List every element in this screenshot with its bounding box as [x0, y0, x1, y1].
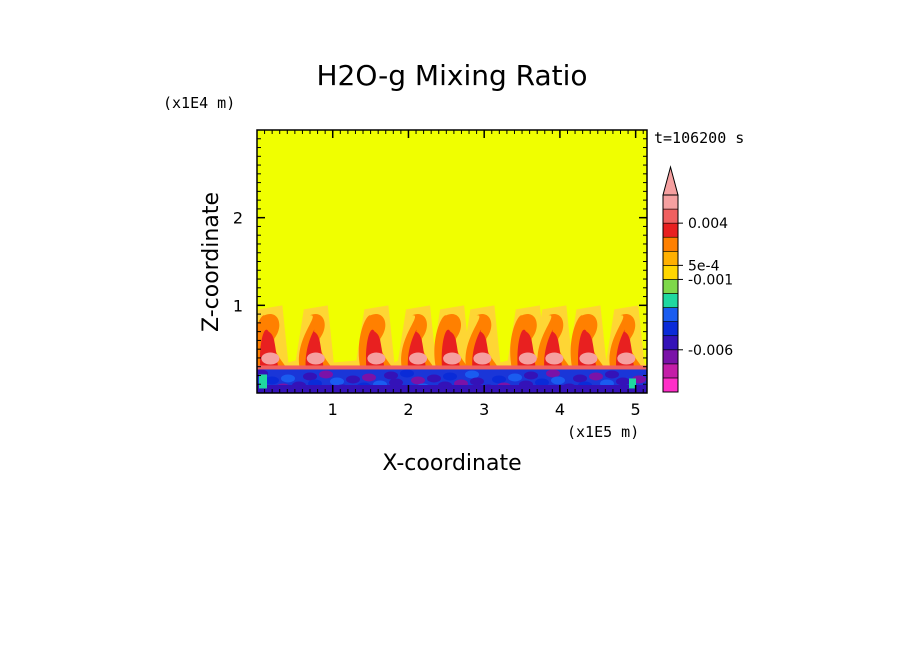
- y-unit-label: (x1E4 m): [163, 94, 235, 112]
- x-unit-label: (x1E5 m): [567, 423, 639, 441]
- boundary-top-line: [257, 365, 647, 370]
- y-tick-label: 1: [233, 296, 243, 315]
- boundary-cell: [303, 372, 317, 381]
- plume-base: [518, 352, 537, 365]
- plume-base: [545, 352, 564, 365]
- plume: [257, 314, 287, 369]
- plume-base: [367, 352, 386, 365]
- boundary-cell: [400, 369, 414, 378]
- plume-base: [617, 352, 636, 365]
- plume: [609, 314, 643, 369]
- x-tick-label: 5: [631, 400, 641, 419]
- colorbar-extend-max: [662, 165, 679, 196]
- plume: [401, 314, 435, 369]
- colorbar-swatch: [662, 335, 679, 351]
- boundary-cell: [330, 377, 344, 386]
- boundary-cell: [265, 376, 279, 385]
- boundary-cell: [589, 372, 603, 381]
- boundary-cell: [470, 377, 484, 386]
- surface-patch: [629, 378, 636, 389]
- boundary-cell: [465, 370, 479, 379]
- plume: [510, 314, 544, 369]
- boundary-cell: [551, 376, 565, 385]
- surface-patch: [259, 374, 267, 389]
- colorbar-swatch: [662, 236, 679, 252]
- plume: [358, 314, 393, 369]
- colorbar-tick-label: 0.004: [688, 216, 728, 232]
- colorbar-swatch: [662, 222, 679, 238]
- time-label: t=106200 s: [654, 129, 744, 147]
- boundary-cell: [427, 374, 441, 383]
- x-tick-label: 1: [328, 400, 338, 419]
- colorbar-tick-label: -0.006: [688, 343, 733, 359]
- y-axis-label: Z-coordinate: [199, 192, 224, 332]
- colorbar-swatch: [662, 194, 679, 210]
- boundary-cell: [362, 373, 376, 382]
- plume: [570, 314, 605, 369]
- boundary-cell: [508, 373, 522, 382]
- plume-base: [443, 352, 462, 365]
- boundary-cell: [319, 370, 333, 379]
- colorbar: 0.004 5e-4-0.001 -0.006: [662, 165, 733, 393]
- plume-base: [579, 352, 598, 365]
- x-tick-label: 2: [403, 400, 413, 419]
- boundary-cell: [443, 372, 457, 381]
- y-axis-ticks: 12: [233, 209, 647, 315]
- plume: [434, 314, 469, 369]
- boundary-cell: [524, 371, 538, 380]
- colorbar-tick-label: 5e-4: [688, 258, 720, 274]
- boundary-cell: [605, 370, 619, 379]
- boundary-cell: [281, 374, 295, 383]
- plume: [465, 314, 499, 369]
- colorbar-swatch: [662, 377, 679, 393]
- colorbar-swatch: [662, 307, 679, 322]
- colorbar-swatch: [662, 349, 679, 365]
- boundary-cell: [492, 375, 506, 384]
- x-tick-label: 3: [479, 400, 489, 419]
- boundary-cell: [411, 376, 425, 385]
- boundary-cell: [346, 375, 360, 384]
- plume-base: [261, 352, 280, 365]
- plume: [537, 314, 571, 369]
- y-tick-label: 2: [233, 209, 243, 228]
- colorbar-swatch: [662, 293, 679, 308]
- boundary-cell: [389, 378, 403, 387]
- colorbar-swatch: [662, 208, 679, 224]
- x-axis-label: X-coordinate: [382, 451, 521, 476]
- plume-base: [473, 352, 492, 365]
- boundary-cell: [384, 371, 398, 380]
- boundary-cell: [573, 374, 587, 383]
- colorbar-frame: [662, 194, 679, 393]
- colorbar-swatch: [662, 265, 679, 280]
- colorbar-swatch: [662, 250, 679, 266]
- boundary-cell: [546, 369, 560, 378]
- boundary-cell: [616, 377, 630, 386]
- x-axis-ticks: 1 2 3 4 5: [328, 130, 641, 419]
- colorbar-swatch: [662, 363, 679, 379]
- chart-title: H2O-g Mixing Ratio: [316, 59, 587, 92]
- plot-field: [257, 130, 647, 393]
- colorbar-tick-label: -0.001: [688, 272, 733, 288]
- colorbar-swatch: [662, 279, 679, 294]
- plume-base: [306, 352, 325, 365]
- surface-layer: [257, 385, 647, 393]
- plume: [298, 314, 332, 369]
- plume-base: [409, 352, 428, 365]
- colorbar-swatch: [662, 321, 679, 337]
- x-tick-label: 4: [555, 400, 565, 419]
- boundary-cell: [535, 378, 549, 387]
